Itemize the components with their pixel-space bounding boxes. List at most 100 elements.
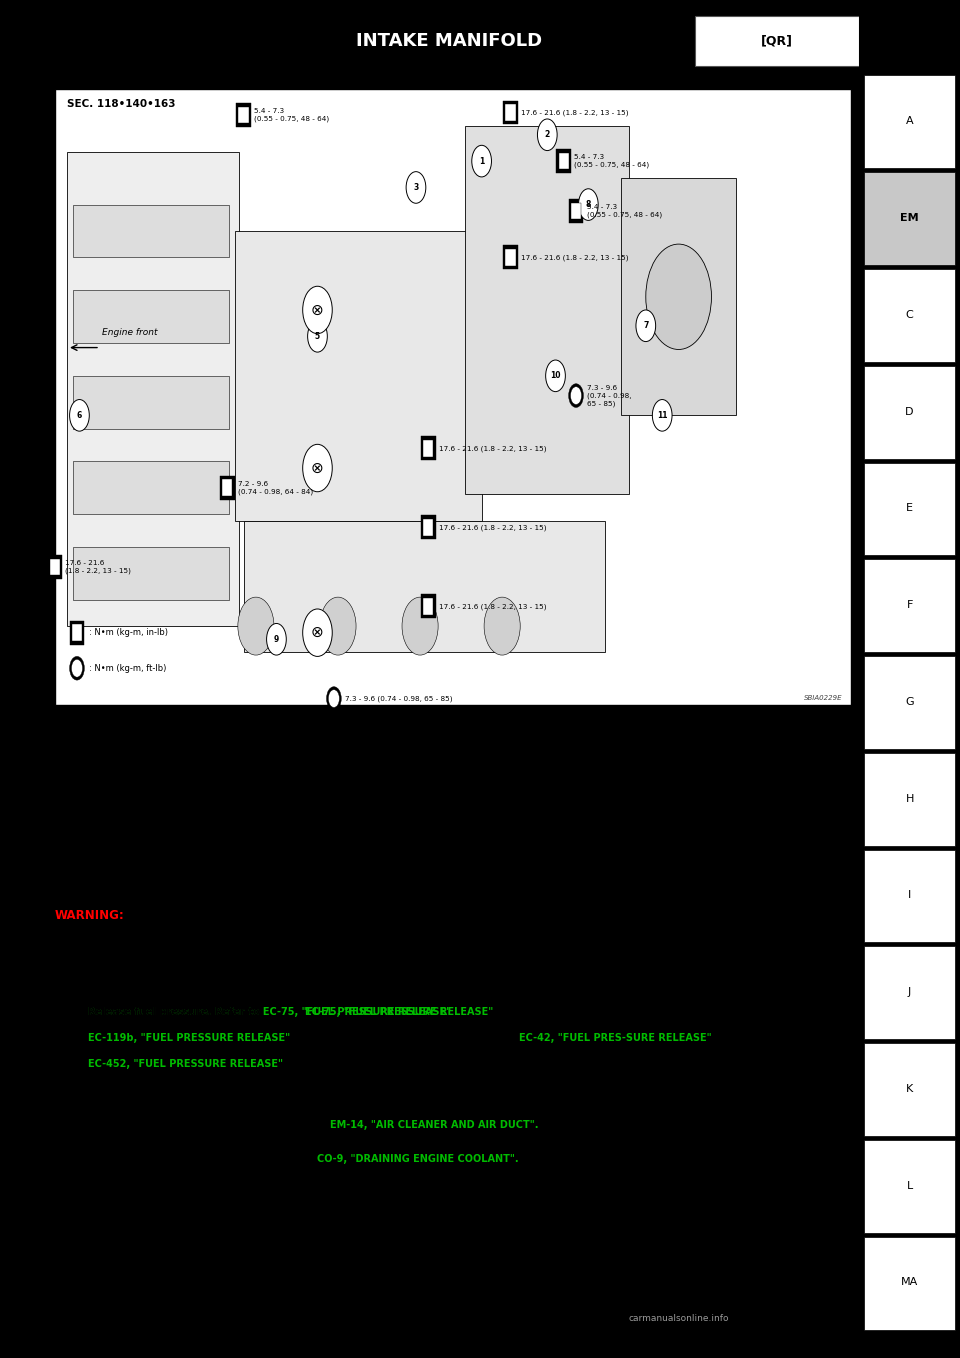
Text: (WITHOUT EURO-OBD)].: (WITHOUT EURO-OBD)].: [87, 1086, 218, 1096]
Bar: [864, 1043, 955, 1137]
Text: WARNING:: WARNING:: [55, 910, 125, 922]
Bar: [695, 16, 859, 67]
Text: INTAKE MANIFOLD: INTAKE MANIFOLD: [356, 33, 541, 50]
Text: ⊗: ⊗: [311, 303, 324, 318]
Text: 5.4 - 7.3
(0.55 - 0.75, 48 - 64): 5.4 - 7.3 (0.55 - 0.75, 48 - 64): [574, 153, 650, 168]
Text: 5.4 - 7.3
(0.55 - 0.75, 48 - 64): 5.4 - 7.3 (0.55 - 0.75, 48 - 64): [587, 204, 661, 219]
Text: Intake manifold: Intake manifold: [617, 794, 687, 804]
Text: Remove air cleaner case and air duct assembly. Refer to: Remove air cleaner case and air duct ass…: [87, 1120, 401, 1130]
Circle shape: [320, 598, 356, 655]
Text: Drain coolant when engine is cooled. Refer to: Drain coolant when engine is cooled. Ref…: [87, 1154, 343, 1164]
Bar: [73, 462, 228, 515]
Text: [QR]: [QR]: [761, 35, 793, 48]
Text: 5.4 - 7.3
(0.55 - 0.75, 48 - 64): 5.4 - 7.3 (0.55 - 0.75, 48 - 64): [254, 109, 329, 122]
Bar: [69, 621, 84, 645]
Text: SBIA0229E: SBIA0229E: [804, 695, 843, 701]
Bar: [55, 88, 851, 705]
Text: 17.6 - 21.6
(1.8 - 2.2, 13 - 15): 17.6 - 21.6 (1.8 - 2.2, 13 - 15): [65, 559, 132, 574]
Text: REMOVAL: REMOVAL: [55, 876, 122, 889]
Text: F: F: [906, 600, 913, 610]
Circle shape: [307, 320, 327, 352]
Text: 1.: 1.: [55, 972, 65, 983]
Text: Gasket: Gasket: [84, 760, 115, 770]
Text: 10: 10: [550, 371, 561, 380]
Text: EM-14, "AIR CLEANER AND AIR DUCT".: EM-14, "AIR CLEANER AND AIR DUCT".: [330, 1120, 539, 1130]
Text: Vacuum hose: Vacuum hose: [354, 794, 415, 804]
Bar: [423, 440, 434, 456]
Text: To avoid the danger of being scalded, never drain the coolant when the engine is: To avoid the danger of being scalded, ne…: [55, 938, 529, 948]
Text: 7: 7: [643, 322, 648, 330]
Text: I: I: [908, 891, 911, 900]
Text: [QR25DE: [QR25DE: [284, 1059, 336, 1070]
Bar: [248, 520, 289, 600]
Bar: [73, 376, 228, 429]
Text: Vacuum reservoir tank: Vacuum reservoir tank: [84, 828, 186, 838]
Text: Intake manifold collector: Intake manifold collector: [617, 727, 730, 735]
Text: : N•m (kg-m, ft-lb): : N•m (kg-m, ft-lb): [89, 664, 167, 672]
Bar: [235, 231, 482, 520]
Text: SEC. 118•140•163: SEC. 118•140•163: [67, 99, 176, 109]
Text: A: A: [906, 117, 913, 126]
Text: 7.2 - 9.6
(0.74 - 0.98, 64 - 84): 7.2 - 9.6 (0.74 - 0.98, 64 - 84): [238, 481, 313, 494]
Text: E: E: [906, 504, 913, 513]
Text: 9: 9: [274, 634, 279, 644]
Text: Release fuel pressure. Refer to EC-75, "FUEL PRESSURE RELEASE": Release fuel pressure. Refer to EC-75, "…: [87, 1006, 451, 1017]
Bar: [73, 547, 228, 600]
Circle shape: [471, 145, 492, 177]
Bar: [621, 178, 736, 416]
Bar: [73, 291, 228, 344]
Text: : N•m (kg-m, in-lb): : N•m (kg-m, in-lb): [89, 629, 168, 637]
Bar: [420, 436, 436, 460]
Circle shape: [484, 598, 520, 655]
Text: ⊗: ⊗: [311, 460, 324, 475]
Text: 3.: 3.: [592, 727, 601, 735]
Text: 6: 6: [77, 411, 82, 420]
Bar: [359, 520, 400, 600]
Text: 9.: 9.: [592, 794, 601, 804]
Text: EM-17: EM-17: [424, 1306, 473, 1321]
Bar: [238, 107, 249, 124]
Text: 4.: 4.: [55, 1154, 65, 1164]
Bar: [864, 172, 955, 265]
Bar: [423, 519, 434, 535]
Bar: [423, 598, 434, 615]
Circle shape: [267, 623, 286, 655]
Circle shape: [538, 120, 557, 151]
Text: 1: 1: [479, 156, 484, 166]
Bar: [503, 246, 517, 269]
Bar: [244, 520, 605, 652]
Bar: [505, 105, 516, 121]
Bar: [222, 479, 232, 496]
Text: 7.3 - 9.6
(0.74 - 0.98,
65 - 85): 7.3 - 9.6 (0.74 - 0.98, 65 - 85): [587, 384, 631, 406]
Bar: [571, 202, 581, 220]
Bar: [466, 125, 630, 494]
Bar: [420, 516, 436, 539]
Text: CO-9, "DRAINING ENGINE COOLANT".: CO-9, "DRAINING ENGINE COOLANT".: [318, 1154, 519, 1164]
Circle shape: [579, 189, 598, 220]
Circle shape: [636, 310, 656, 342]
Text: EC-452, "FUEL PRESSURE RELEASE": EC-452, "FUEL PRESSURE RELEASE": [87, 1059, 282, 1070]
Bar: [420, 595, 436, 618]
Bar: [503, 100, 517, 124]
Text: 8.: 8.: [330, 794, 339, 804]
Circle shape: [238, 598, 274, 655]
Text: 17.6 - 21.6 (1.8 - 2.2, 13 - 15): 17.6 - 21.6 (1.8 - 2.2, 13 - 15): [521, 109, 629, 115]
Text: PCV hose: PCV hose: [354, 727, 396, 735]
Text: 11.: 11.: [330, 828, 344, 838]
Text: 4.: 4.: [55, 760, 63, 770]
Text: Release fuel pressure. Refer to: Release fuel pressure. Refer to: [87, 1006, 262, 1017]
Text: 3.: 3.: [55, 1120, 65, 1130]
Text: 6.: 6.: [592, 760, 601, 770]
Text: 17.6 - 21.6 (1.8 - 2.2, 13 - 15): 17.6 - 21.6 (1.8 - 2.2, 13 - 15): [521, 254, 629, 261]
Bar: [864, 463, 955, 555]
Text: 2.: 2.: [330, 727, 338, 735]
Text: C: C: [905, 310, 914, 319]
Bar: [864, 947, 955, 1039]
Text: L: L: [906, 1180, 913, 1191]
Text: QR25DE: QR25DE: [55, 72, 105, 81]
Text: Intake manifold support: Intake manifold support: [617, 760, 726, 770]
Text: 7.: 7.: [55, 794, 63, 804]
Text: VVL solenoid exhaust valve: VVL solenoid exhaust valve: [354, 828, 479, 838]
Text: Engine front: Engine front: [102, 329, 157, 337]
Circle shape: [402, 598, 438, 655]
